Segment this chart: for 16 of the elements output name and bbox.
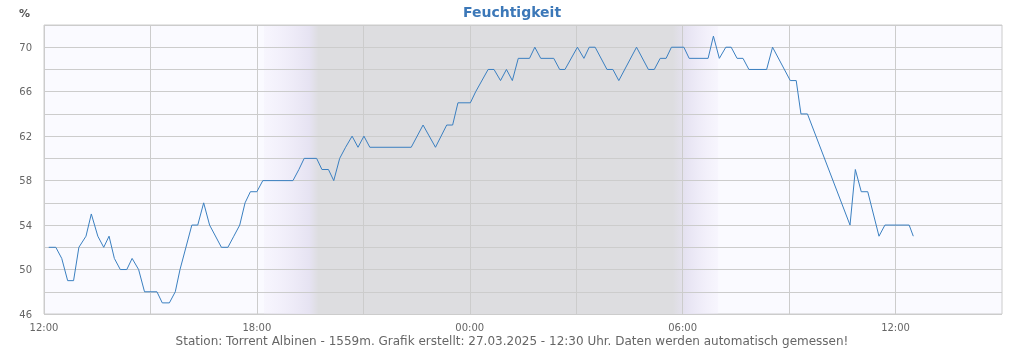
- y-tick-label: 66: [19, 86, 32, 98]
- y-tick-label: 58: [19, 175, 32, 187]
- y-tick-label: 50: [19, 264, 32, 276]
- line-series: [48, 35, 914, 304]
- x-tick-label: 12:00: [29, 321, 59, 333]
- y-tick-label: 46: [19, 308, 32, 320]
- y-axis-title: %: [18, 7, 30, 20]
- x-tick-label: 18:00: [242, 321, 272, 333]
- x-tick-label: 12:00: [881, 321, 910, 333]
- y-tick-label: 70: [19, 41, 32, 53]
- x-tick-label: 00:00: [455, 321, 485, 333]
- y-tick-label: 54: [19, 219, 32, 231]
- text: Station: Torrent Albinen - 1559m. Grafik erstellt: 27.03.2025 - 12:30 Uhr. Daten werden automatisch gemessen!: [175, 334, 849, 348]
- chart-title: Feuchtigkeit: [462, 4, 562, 20]
- x-tick-label: 06:00: [668, 321, 698, 333]
- y-tick-label: 62: [19, 130, 32, 142]
